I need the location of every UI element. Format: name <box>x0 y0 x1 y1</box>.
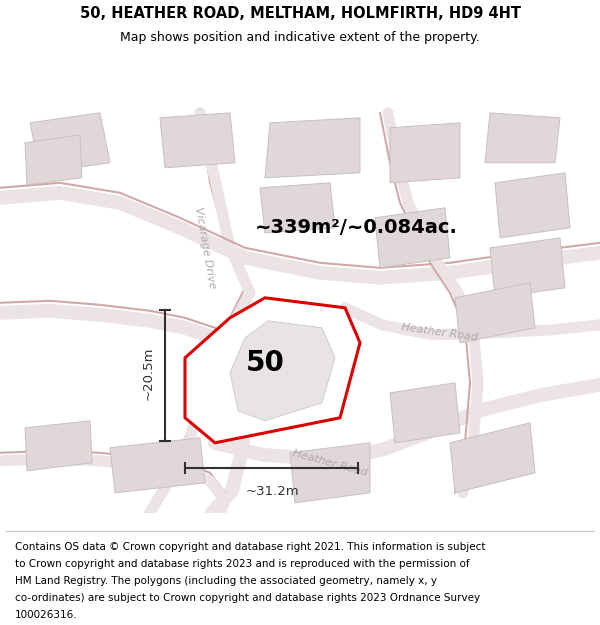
Polygon shape <box>25 421 92 471</box>
Text: 50, HEATHER ROAD, MELTHAM, HOLMFIRTH, HD9 4HT: 50, HEATHER ROAD, MELTHAM, HOLMFIRTH, HD… <box>79 6 521 21</box>
Polygon shape <box>185 298 360 442</box>
Polygon shape <box>265 118 360 178</box>
Text: ~339m²/~0.084ac.: ~339m²/~0.084ac. <box>255 218 458 238</box>
Polygon shape <box>455 282 535 342</box>
Text: Heather Road: Heather Road <box>292 448 368 478</box>
Text: ~31.2m: ~31.2m <box>245 485 299 498</box>
Polygon shape <box>30 112 110 173</box>
Polygon shape <box>390 382 460 442</box>
Polygon shape <box>485 112 560 162</box>
Text: ~20.5m: ~20.5m <box>142 346 155 399</box>
Polygon shape <box>390 122 460 182</box>
Polygon shape <box>160 112 235 168</box>
Polygon shape <box>490 238 565 298</box>
Text: co-ordinates) are subject to Crown copyright and database rights 2023 Ordnance S: co-ordinates) are subject to Crown copyr… <box>15 592 480 602</box>
Polygon shape <box>110 438 205 493</box>
Text: Contains OS data © Crown copyright and database right 2021. This information is : Contains OS data © Crown copyright and d… <box>15 542 485 552</box>
Text: HM Land Registry. The polygons (including the associated geometry, namely x, y: HM Land Registry. The polygons (includin… <box>15 576 437 586</box>
Text: 100026316.: 100026316. <box>15 609 77 619</box>
Polygon shape <box>290 442 370 503</box>
Polygon shape <box>495 173 570 238</box>
Text: Heather Road: Heather Road <box>401 322 479 343</box>
Polygon shape <box>260 182 335 232</box>
Polygon shape <box>230 321 335 421</box>
Text: Vicarage Drive: Vicarage Drive <box>193 206 217 289</box>
Text: 50: 50 <box>246 349 285 377</box>
Polygon shape <box>450 422 535 492</box>
Polygon shape <box>25 135 82 185</box>
Text: to Crown copyright and database rights 2023 and is reproduced with the permissio: to Crown copyright and database rights 2… <box>15 559 470 569</box>
Polygon shape <box>375 208 450 268</box>
Text: Map shows position and indicative extent of the property.: Map shows position and indicative extent… <box>120 31 480 44</box>
